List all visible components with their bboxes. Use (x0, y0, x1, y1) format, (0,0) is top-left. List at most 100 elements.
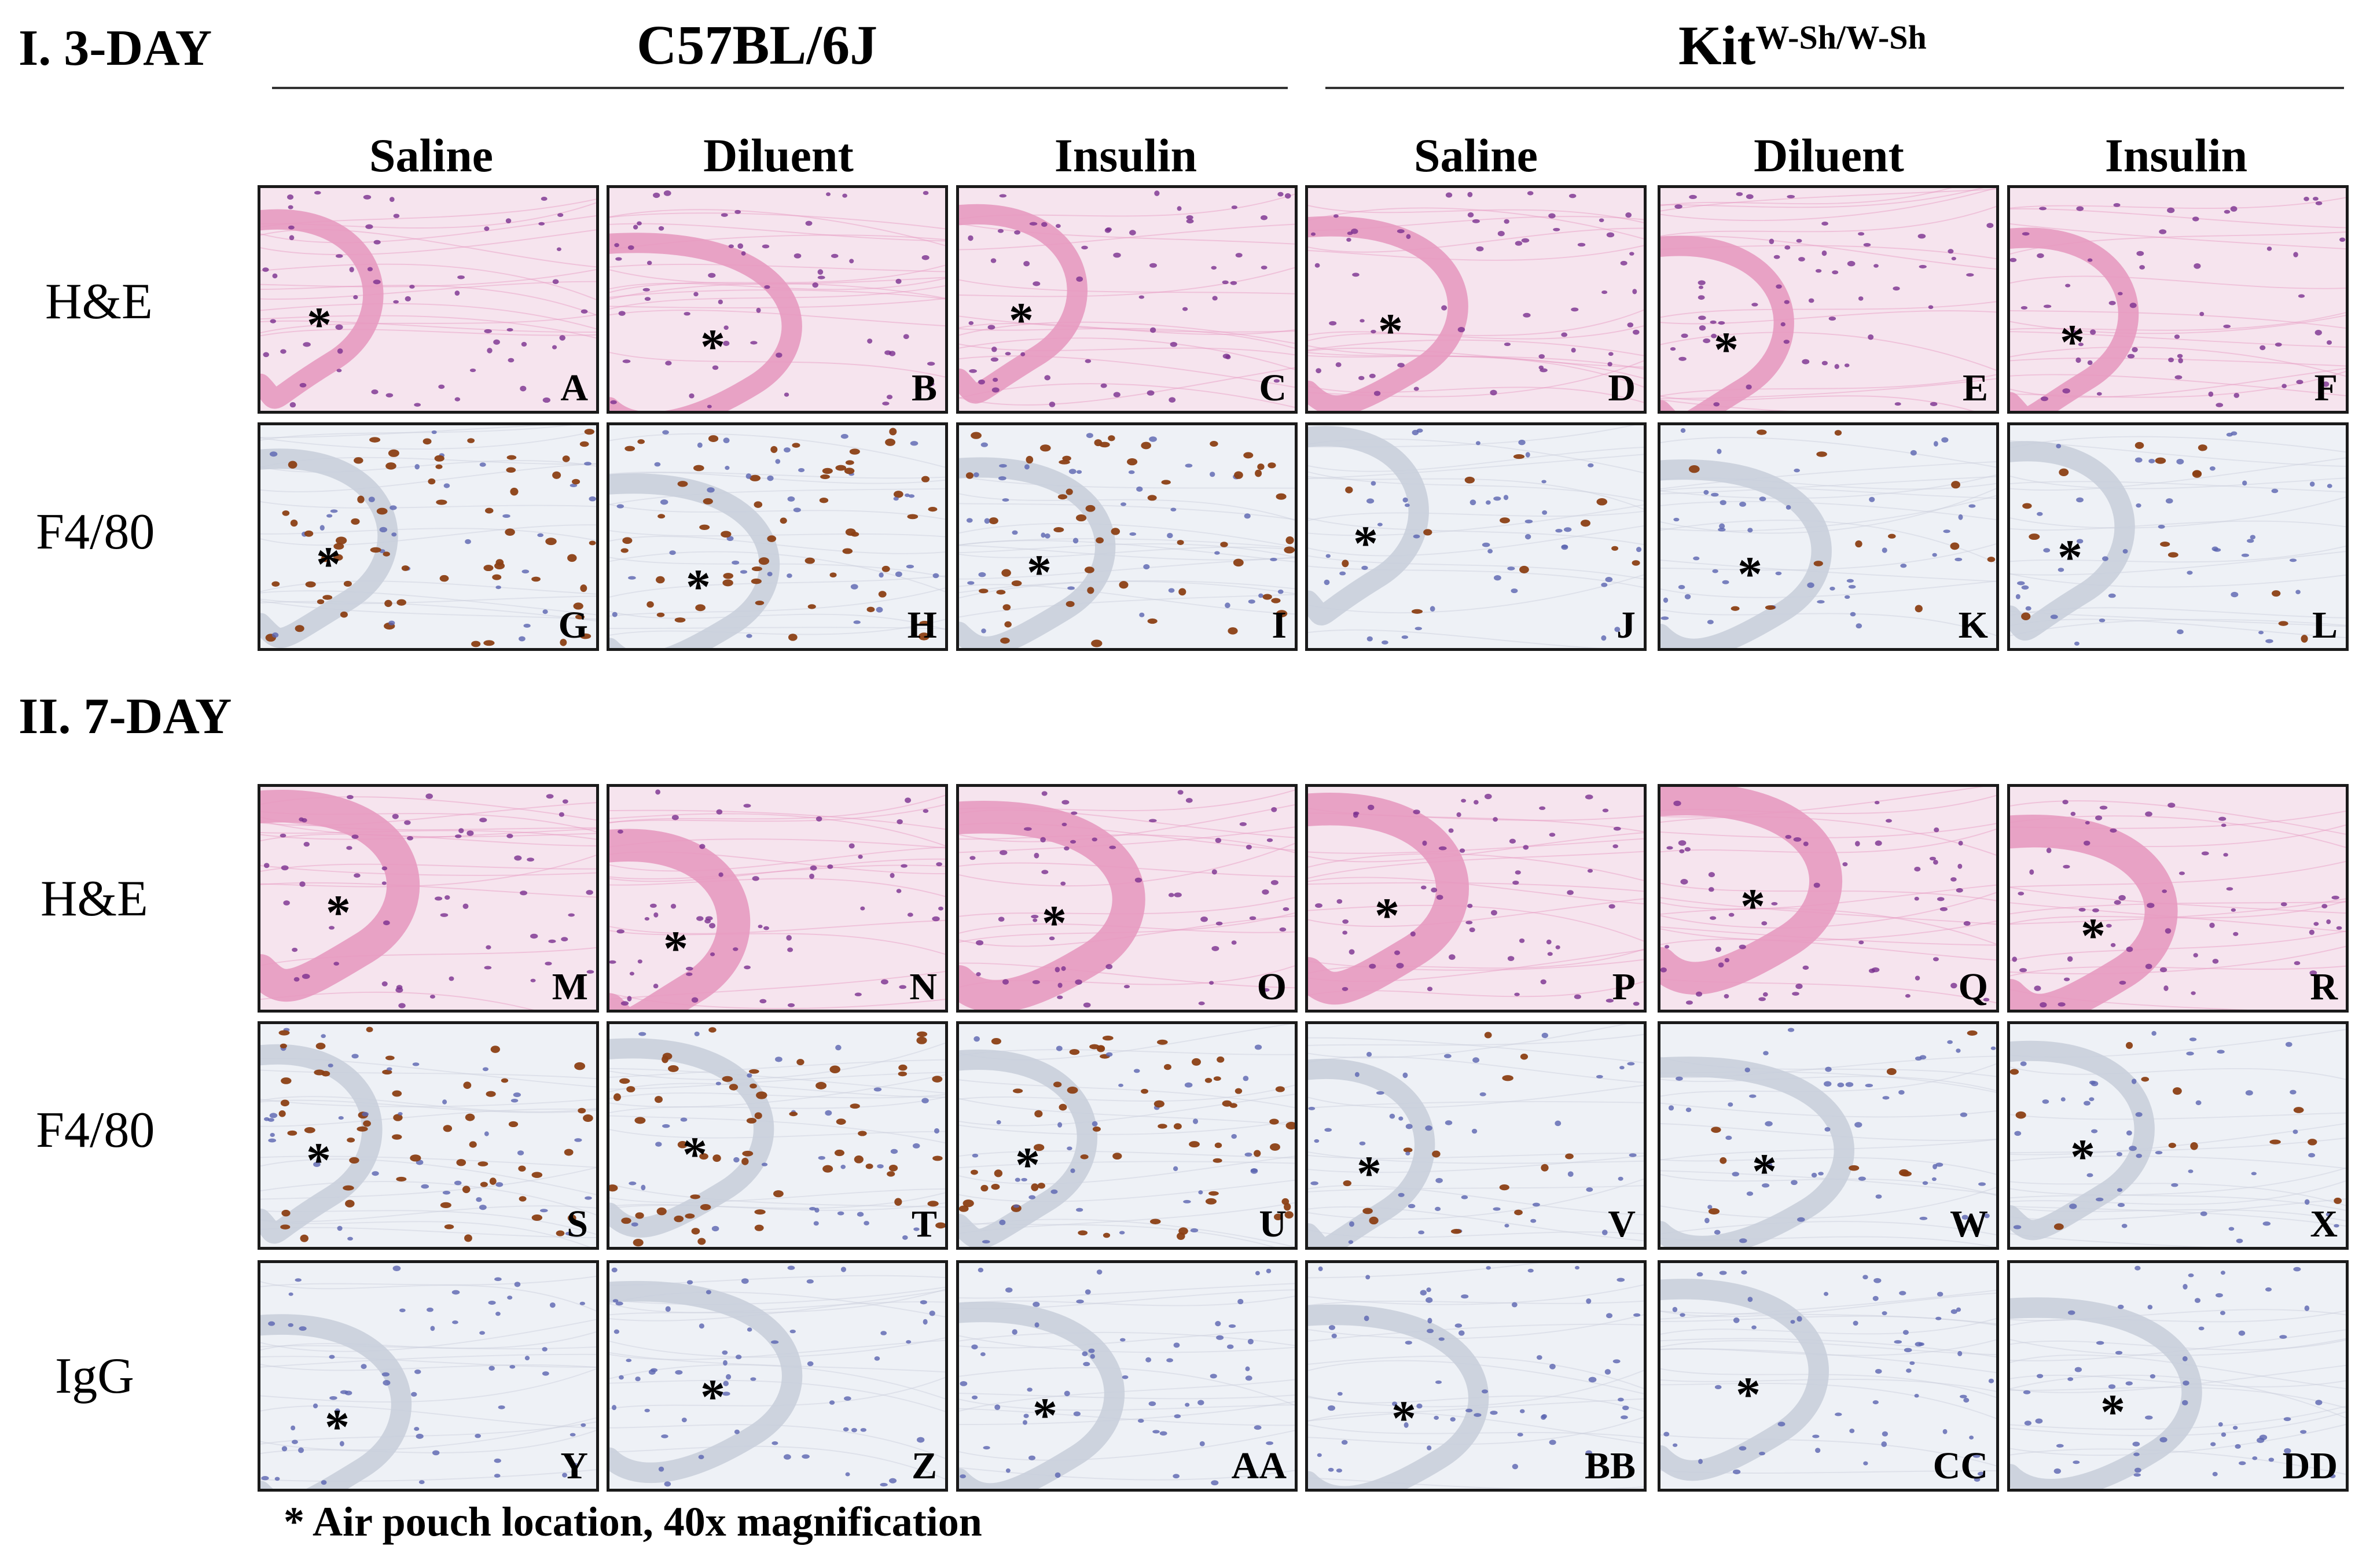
panel-letter: P (1612, 966, 1636, 1008)
column-header-saline-wt: Saline (369, 129, 494, 182)
section-title-7day: II. 7-DAY (19, 689, 232, 745)
air-pouch-asterisk: * (325, 1399, 350, 1455)
micrograph-panel-n: * N (607, 784, 948, 1013)
panel-letter: BB (1584, 1445, 1636, 1487)
column-header-saline-kit: Saline (1413, 129, 1538, 182)
group-rule-kit (1325, 87, 2344, 89)
air-pouch-asterisk: * (1378, 303, 1403, 359)
micrograph-panel-dd: * DD (2007, 1260, 2349, 1492)
group-title-kit-base: Kit (1678, 14, 1756, 76)
air-pouch-asterisk: * (326, 885, 351, 940)
micrograph-image (959, 188, 1295, 411)
panel-letter: N (909, 966, 937, 1008)
air-pouch-asterisk: * (1737, 546, 1762, 602)
air-pouch-asterisk: * (663, 921, 688, 976)
micrograph-panel-t: * T (607, 1021, 948, 1250)
micrograph-panel-l: * L (2007, 422, 2349, 651)
panel-letter: W (1950, 1203, 1988, 1245)
micrograph-panel-y: * Y (258, 1260, 599, 1492)
group-rule-c57bl6j (272, 87, 1288, 89)
panel-letter: R (2310, 966, 2338, 1008)
air-pouch-asterisk: * (1015, 1137, 1040, 1192)
air-pouch-asterisk: * (316, 536, 341, 592)
column-header-insulin-kit: Insulin (2104, 129, 2248, 182)
row-label-day3-f480: F4/80 (36, 504, 155, 560)
air-pouch-asterisk: * (2070, 1129, 2095, 1184)
micrograph-panel-m: * M (258, 784, 599, 1013)
air-pouch-asterisk: * (682, 1127, 707, 1182)
micrograph-panel-d: * D (1305, 185, 1647, 414)
micrograph-image (1660, 425, 1996, 648)
panel-letter: J (1616, 604, 1636, 646)
micrograph-panel-b: * B (607, 185, 948, 414)
panel-letter: Q (1958, 966, 1988, 1008)
micrograph-image (2010, 425, 2346, 648)
micrograph-panel-w: * W (1658, 1021, 1999, 1250)
micrograph-image (260, 787, 596, 1010)
micrograph-image (260, 425, 596, 648)
micrograph-panel-bb: * BB (1305, 1260, 1647, 1492)
micrograph-image (1308, 1024, 1644, 1247)
row-label-day3-he: H&E (45, 274, 153, 330)
micrograph-image (260, 1024, 596, 1247)
micrograph-panel-j: * J (1305, 422, 1647, 651)
air-pouch-asterisk: * (1736, 1367, 1761, 1422)
micrograph-panel-cc: * CC (1658, 1260, 1999, 1492)
panel-letter: Y (560, 1445, 588, 1487)
micrograph-image (1308, 787, 1644, 1010)
micrograph-panel-v: * V (1305, 1021, 1647, 1250)
column-header-diluent-wt: Diluent (703, 129, 854, 182)
micrograph-image (260, 188, 596, 411)
micrograph-image (609, 1263, 945, 1489)
panel-letter: CC (1933, 1445, 1988, 1487)
air-pouch-asterisk: * (1009, 292, 1034, 348)
micrograph-panel-e: * E (1658, 185, 1999, 414)
panel-letter: A (560, 367, 588, 409)
micrograph-panel-p: * P (1305, 784, 1647, 1013)
micrograph-image (2010, 787, 2346, 1010)
air-pouch-asterisk: * (307, 297, 332, 352)
air-pouch-asterisk: * (1714, 322, 1739, 377)
panel-letter: AA (1231, 1445, 1287, 1487)
micrograph-panel-i: * I (956, 422, 1298, 651)
micrograph-image (959, 787, 1295, 1010)
row-label-day7-he: H&E (41, 871, 148, 927)
air-pouch-asterisk: * (1033, 1387, 1057, 1443)
column-header-diluent-kit: Diluent (1754, 129, 1904, 182)
micrograph-image (959, 1263, 1295, 1489)
panel-letter: U (1259, 1203, 1287, 1245)
panel-letter: T (911, 1203, 937, 1245)
micrograph-image (609, 787, 945, 1010)
micrograph-panel-g: * G (258, 422, 599, 651)
panel-letter: B (911, 367, 937, 409)
micrograph-image (1660, 787, 1996, 1010)
micrograph-panel-u: * U (956, 1021, 1298, 1250)
column-header-insulin-wt: Insulin (1054, 129, 1197, 182)
panel-letter: I (1272, 604, 1287, 646)
group-title-c57bl6j: C57BL/6J (637, 14, 878, 76)
air-pouch-asterisk: * (1375, 888, 1399, 943)
air-pouch-asterisk: * (306, 1132, 331, 1188)
panel-letter: X (2310, 1203, 2338, 1245)
section-title-3day: I. 3-DAY (19, 20, 212, 76)
micrograph-image (609, 188, 945, 411)
air-pouch-asterisk: * (700, 1369, 725, 1425)
panel-letter: L (2312, 604, 2338, 646)
group-title-kit: KitW-Sh/W-Sh (1678, 17, 1927, 73)
panel-letter: V (1608, 1203, 1636, 1245)
micrograph-image (260, 1263, 596, 1489)
air-pouch-asterisk: * (686, 559, 711, 614)
footnote: * Air pouch location, 40x magnification (284, 1499, 982, 1545)
micrograph-panel-x: * X (2007, 1021, 2349, 1250)
row-label-day7-igg: IgG (55, 1348, 134, 1404)
air-pouch-asterisk: * (1357, 1146, 1382, 1201)
micrograph-image (1308, 188, 1644, 411)
micrograph-image (959, 425, 1295, 648)
micrograph-image (1660, 1263, 1996, 1489)
micrograph-image (959, 1024, 1295, 1247)
micrograph-image (1660, 1024, 1996, 1247)
micrograph-panel-o: * O (956, 784, 1298, 1013)
panel-letter: Z (911, 1445, 937, 1487)
micrograph-image (609, 425, 945, 648)
panel-letter: H (907, 604, 937, 646)
